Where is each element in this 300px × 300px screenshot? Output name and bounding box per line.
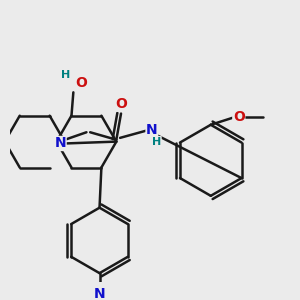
Text: O: O (115, 97, 127, 111)
Text: O: O (75, 76, 87, 90)
Text: N: N (94, 287, 105, 300)
Text: N: N (54, 136, 66, 151)
Text: O: O (233, 110, 245, 124)
Text: H: H (61, 70, 70, 80)
Text: H: H (152, 136, 161, 147)
Text: N: N (146, 123, 158, 137)
